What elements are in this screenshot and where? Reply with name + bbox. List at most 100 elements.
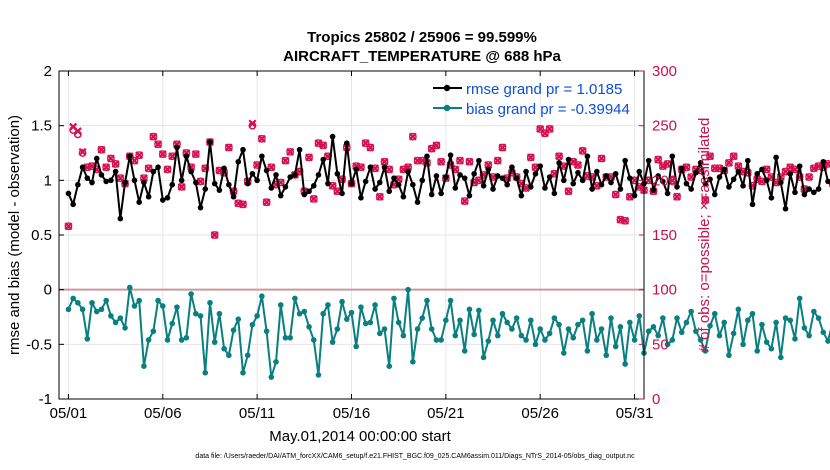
rmse-point <box>150 168 157 175</box>
rmse-point <box>89 179 95 186</box>
obs-assimilated-point <box>460 197 469 206</box>
obs-possible-point <box>465 157 474 166</box>
obs-assimilated-point <box>654 155 663 164</box>
rmse-series <box>65 133 830 222</box>
obs-assimilated-point <box>102 163 111 172</box>
obs-possible-point <box>224 143 233 152</box>
bias-point <box>193 310 199 317</box>
bias-point <box>476 307 482 314</box>
rmse-point <box>292 172 298 178</box>
bias-point <box>551 315 558 321</box>
obs-assimilated-point <box>191 150 200 159</box>
right-y-tick-label-4: 200 <box>652 172 677 189</box>
bias-point <box>711 310 718 317</box>
obs-possible-point <box>309 195 318 203</box>
rmse-point <box>806 186 812 192</box>
bias-point <box>235 316 242 322</box>
obs-assimilated-point <box>319 141 328 150</box>
bias-point <box>763 339 770 345</box>
rmse-point <box>480 183 487 189</box>
bias-point <box>254 313 260 319</box>
obs-possible-point <box>144 164 153 173</box>
obs-possible-point <box>701 196 710 204</box>
rmse-point <box>240 146 246 153</box>
bias-point <box>334 326 341 332</box>
legend: rmse grand pr = 1.0185 bias grand pr = -… <box>433 81 630 118</box>
obs-assimilated-point <box>286 147 295 156</box>
bias-point <box>70 295 76 302</box>
x-tick-label-2: 05/11 <box>239 405 275 422</box>
bias-point <box>325 302 331 308</box>
rmse-point <box>697 160 704 166</box>
obs-assimilated-point <box>309 194 318 203</box>
obs-assimilated-point <box>432 141 441 150</box>
bias-point <box>259 293 265 300</box>
rmse-point <box>207 139 213 145</box>
obs-possible-point <box>555 152 563 161</box>
rmse-point <box>589 186 595 192</box>
bias-point <box>400 332 407 339</box>
bias-point <box>494 332 501 339</box>
obs-assimilated-point <box>210 231 219 239</box>
right-y-tick-label-1: 50 <box>652 336 669 353</box>
obs-assimilated-point <box>404 163 413 172</box>
obs-assimilated-point <box>564 187 573 196</box>
bias-series <box>65 284 830 380</box>
bias-point <box>287 334 293 341</box>
rmse-point <box>438 190 444 197</box>
bias-point <box>136 297 143 304</box>
bias-point <box>315 372 322 378</box>
bias-point <box>343 316 350 322</box>
bias-point <box>381 326 388 332</box>
bias-point <box>480 354 487 361</box>
bias-point <box>546 330 553 337</box>
bias-point <box>499 310 506 317</box>
bias-point <box>240 369 246 376</box>
bias-point <box>735 306 742 313</box>
obs-assimilated-point <box>305 153 314 162</box>
right-y-tick-label-6: 300 <box>652 63 677 80</box>
obs-possible-point <box>286 148 295 156</box>
rmse-point <box>603 173 610 179</box>
rmse-point <box>410 181 416 188</box>
rmse-point <box>688 186 694 192</box>
obs-assimilated-point <box>366 143 375 152</box>
rmse-point <box>282 184 289 190</box>
bias-point <box>598 326 605 332</box>
rmse-point <box>551 190 558 197</box>
rmse-point <box>339 190 345 197</box>
rmse-point <box>650 187 657 193</box>
bias-point <box>509 326 515 332</box>
obs-assimilated-point <box>418 156 427 165</box>
bias-point <box>230 327 237 333</box>
obs-assimilated-point <box>555 152 564 161</box>
bias-point <box>608 315 614 321</box>
rmse-point <box>310 183 317 189</box>
rmse-point <box>579 177 586 184</box>
obs-assimilated-point <box>267 163 276 172</box>
obs-assimilated-point <box>578 146 587 155</box>
right-y-tick-label-5: 250 <box>652 118 677 135</box>
bias-point <box>386 363 393 370</box>
legend-bias-marker <box>443 104 451 112</box>
rmse-point <box>636 168 643 175</box>
bias-point <box>773 319 779 326</box>
rmse-point <box>447 152 454 158</box>
bias-point <box>428 326 435 332</box>
y-tick-label-1: -0.5 <box>26 336 52 353</box>
obs-assimilated-point <box>809 164 818 173</box>
bias-point <box>362 320 369 327</box>
bias-point <box>169 320 176 327</box>
rmse-point <box>744 157 751 164</box>
obs-possible-point <box>541 129 549 138</box>
bias-point <box>645 328 652 335</box>
obs-assimilated-point <box>573 161 582 170</box>
rmse-point <box>395 181 402 188</box>
rmse-point <box>523 168 529 175</box>
obs-assimilated-point <box>498 143 507 152</box>
rmse-point <box>575 169 581 176</box>
obs-assimilated-point <box>465 157 474 166</box>
rmse-point <box>244 180 251 187</box>
obs-possible-point <box>102 163 111 172</box>
bias-point <box>660 315 666 321</box>
